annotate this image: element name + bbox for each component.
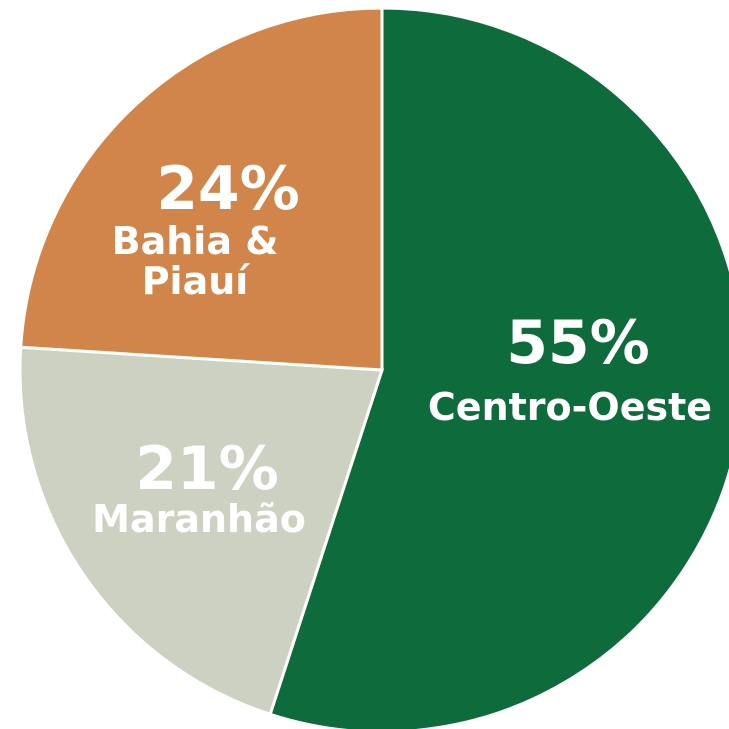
slice-category-label: Maranhão xyxy=(92,497,306,541)
slice-value-label: 21% xyxy=(135,434,279,504)
slice-category-label: Centro-Oeste xyxy=(427,385,713,429)
pie-slice xyxy=(268,6,729,729)
pie-slice xyxy=(19,6,384,372)
slice-value-label: 55% xyxy=(506,308,650,378)
pie-slice xyxy=(18,345,385,717)
slice-value-label: 24% xyxy=(156,154,300,224)
slice-category-label: Bahia & Piauí xyxy=(111,219,279,303)
